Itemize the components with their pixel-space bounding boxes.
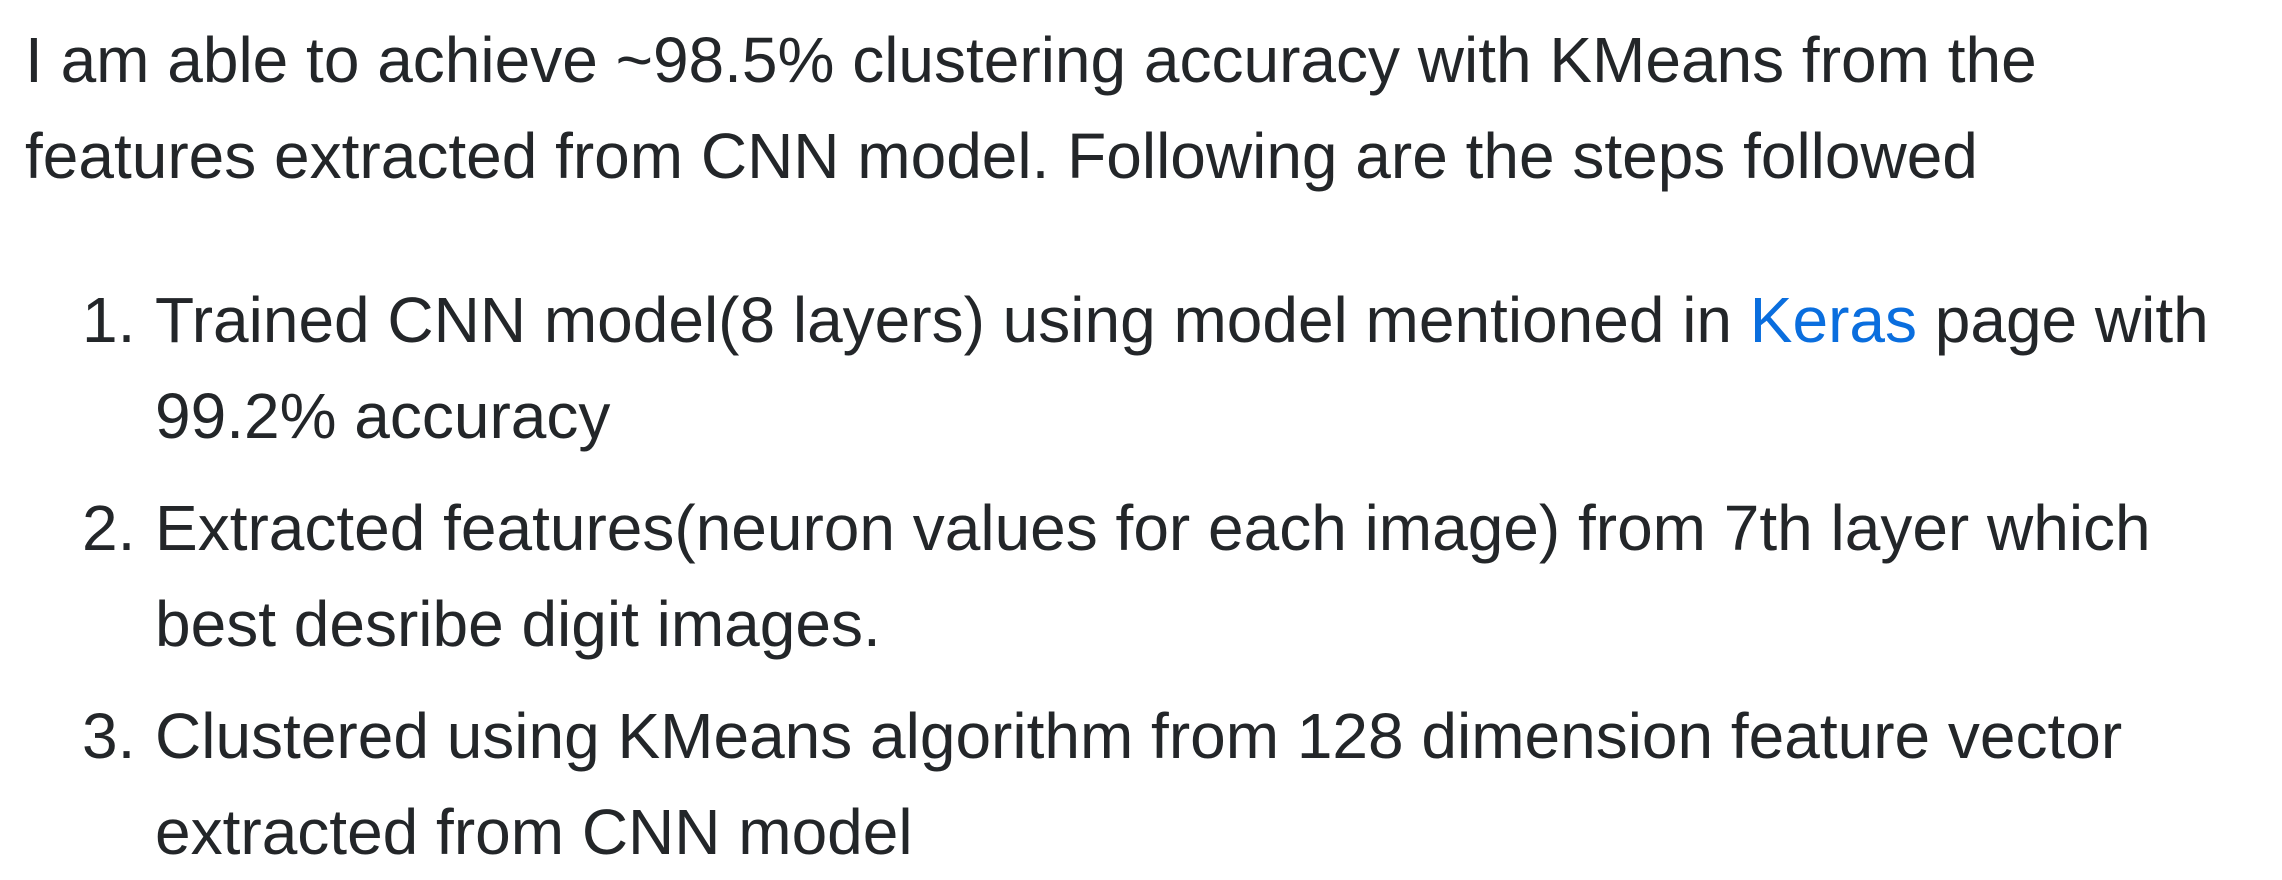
step-3-line-2: extracted from CNN model [155, 796, 913, 868]
steps-list: 1. Trained CNN model(8 layers) using mod… [25, 272, 2282, 880]
list-item: 3. Clustered using KMeans algorithm from… [25, 688, 2282, 880]
step-2-line-2: best desribe digit images. [155, 588, 881, 660]
step-number: 1. [82, 284, 136, 356]
step-1-line-2: 99.2% accuracy [155, 380, 611, 452]
step-number: 2. [82, 492, 136, 564]
step-3-line-1: Clustered using KMeans algorithm from 12… [155, 700, 2123, 772]
step-1-text-after-link: page with [1916, 284, 2209, 356]
list-item: 1. Trained CNN model(8 layers) using mod… [25, 272, 2282, 464]
step-2-line-1: Extracted features(neuron values for eac… [155, 492, 2151, 564]
keras-link[interactable]: Keras [1749, 284, 1917, 356]
list-item: 2. Extracted features(neuron values for … [25, 480, 2282, 672]
intro-line-1: I am able to achieve ~98.5% clustering a… [25, 24, 2037, 96]
step-1-text: Trained CNN model(8 layers) using model … [155, 284, 1750, 356]
intro-paragraph: I am able to achieve ~98.5% clustering a… [25, 12, 2165, 204]
step-number: 3. [82, 700, 136, 772]
intro-line-2: features extracted from CNN model. Follo… [25, 120, 1978, 192]
